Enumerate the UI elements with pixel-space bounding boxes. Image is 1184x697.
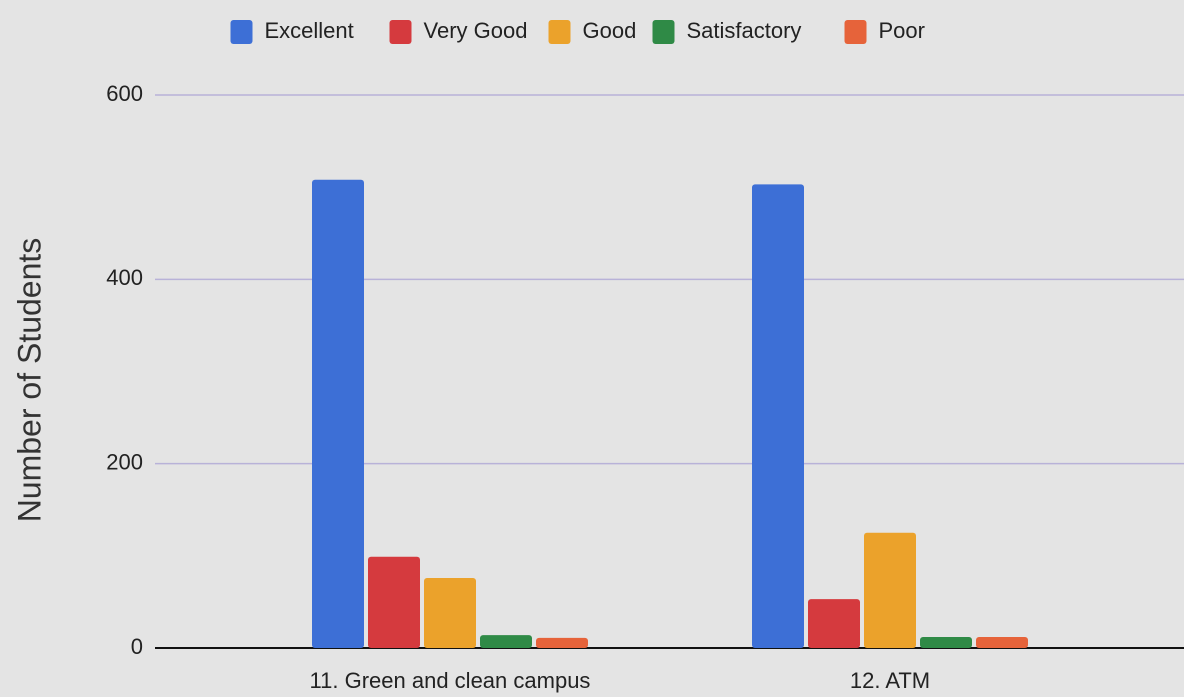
bar bbox=[864, 532, 916, 648]
bar bbox=[752, 184, 804, 648]
legend-swatch bbox=[230, 20, 253, 44]
x-tick-label: 12. ATM bbox=[850, 668, 930, 693]
bar bbox=[920, 636, 972, 648]
legend-label: Satisfactory bbox=[687, 18, 802, 43]
legend-swatch bbox=[844, 20, 867, 44]
bar bbox=[312, 179, 364, 648]
bar bbox=[536, 637, 588, 648]
legend-swatch bbox=[389, 20, 412, 44]
bar bbox=[480, 635, 532, 648]
legend-label: Very Good bbox=[424, 18, 528, 43]
legend-swatch bbox=[548, 20, 571, 44]
bar bbox=[424, 577, 476, 648]
y-tick-label: 600 bbox=[106, 81, 143, 106]
x-tick-label: 11. Green and clean campus bbox=[310, 668, 591, 693]
y-axis-label: Number of Students bbox=[11, 238, 47, 523]
y-tick-label: 0 bbox=[131, 634, 143, 659]
bar bbox=[368, 556, 420, 648]
y-tick-label: 200 bbox=[106, 449, 143, 474]
y-tick-label: 400 bbox=[106, 265, 143, 290]
legend-label: Poor bbox=[879, 18, 925, 43]
bar bbox=[808, 599, 860, 648]
legend-swatch bbox=[652, 20, 675, 44]
bar bbox=[976, 636, 1028, 648]
legend-label: Excellent bbox=[265, 18, 354, 43]
legend-label: Good bbox=[583, 18, 637, 43]
